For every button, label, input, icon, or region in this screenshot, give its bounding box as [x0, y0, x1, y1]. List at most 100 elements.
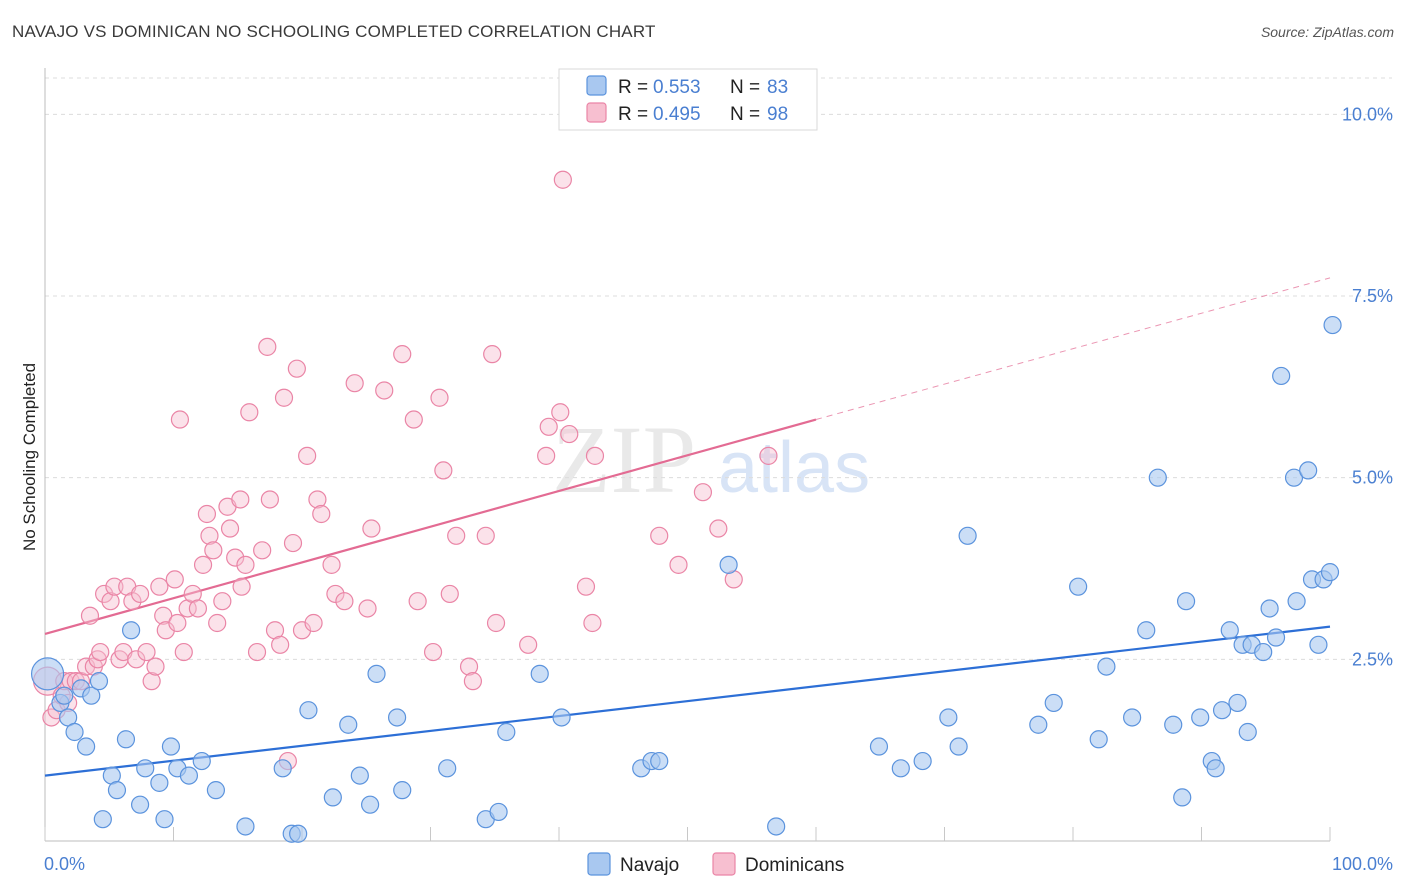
- dominicans-point: [519, 635, 538, 654]
- navajo-point: [65, 722, 84, 742]
- navajo-point: [155, 810, 174, 829]
- dominicans-point: [308, 490, 327, 509]
- navajo-point: [1309, 635, 1328, 654]
- dominicans-point: [226, 548, 245, 567]
- dominicans-point: [312, 504, 331, 524]
- navajo-point: [1272, 366, 1291, 386]
- navajo-point: [1284, 468, 1304, 487]
- navajo-point: [913, 751, 932, 771]
- navajo-point: [1044, 693, 1063, 713]
- bottom-legend: Navajo Dominicans: [587, 852, 844, 876]
- navajo-point: [150, 773, 169, 792]
- navajo-point: [1029, 715, 1048, 734]
- dominicans-point: [101, 592, 120, 611]
- legend-n-label-dominicans: N =: [730, 104, 760, 125]
- navajo-point: [77, 737, 96, 756]
- dominicans-point: [247, 642, 267, 662]
- y-axis-label: No Schooling Completed: [20, 363, 39, 551]
- dominicans-point: [375, 381, 394, 400]
- navajo-point: [387, 708, 407, 727]
- navajo-point: [1266, 628, 1286, 647]
- navajo-point: [650, 751, 669, 771]
- navajo-point: [299, 701, 318, 720]
- legend-r-label-navajo: R =: [618, 77, 648, 98]
- dominicans-point: [193, 555, 213, 574]
- dominicans-point: [585, 446, 605, 465]
- dominicans-point: [142, 672, 161, 691]
- navajo-point: [236, 817, 255, 836]
- navajo-point: [89, 672, 109, 691]
- navajo-point: [949, 737, 968, 756]
- navajo-point: [30, 657, 65, 691]
- navajo-point: [1220, 621, 1239, 640]
- dominicans-point: [669, 555, 688, 574]
- dominicans-point: [197, 504, 217, 524]
- dominicans-point: [253, 541, 272, 560]
- dominicans-point: [298, 446, 317, 465]
- trend-line-dominicans-extension: [815, 277, 1331, 421]
- trend-line-dominicans: [44, 418, 817, 635]
- navajo-point: [1176, 592, 1196, 611]
- dominicans-point: [137, 642, 156, 662]
- dominicans-point: [204, 541, 223, 560]
- dominicans-point: [95, 584, 114, 604]
- dominicans-point: [240, 403, 259, 422]
- dominicans-point: [170, 410, 190, 429]
- dominicans-point: [483, 345, 502, 364]
- dominicans-point: [283, 533, 303, 553]
- dominicans-point: [232, 577, 251, 596]
- chart-title: NAVAJO VS DOMINICAN NO SCHOOLING COMPLET…: [12, 22, 656, 41]
- dominicans-point: [440, 584, 459, 604]
- navajo-point: [1089, 730, 1108, 749]
- y-tick-label-2: 7.5%: [1352, 286, 1393, 306]
- navajo-point: [289, 824, 308, 843]
- navajo-point: [206, 781, 226, 800]
- navajo-point: [958, 526, 977, 545]
- dominicans-point: [188, 599, 208, 618]
- dominicans-point: [459, 657, 479, 676]
- bottom-legend-swatch-dominicans: [712, 852, 736, 876]
- trend-line-navajo: [44, 625, 1331, 777]
- series-navajo: [30, 315, 1342, 843]
- navajo-point: [161, 737, 181, 756]
- navajo-point: [1069, 577, 1088, 596]
- dominicans-point: [236, 555, 255, 574]
- dominicans-point: [220, 519, 240, 538]
- navajo-point: [130, 795, 150, 814]
- dominicans-point: [165, 570, 184, 589]
- navajo-point: [719, 555, 738, 574]
- navajo-point: [489, 802, 508, 822]
- navajo-point: [530, 664, 549, 683]
- legend-r-label-dominicans: R =: [618, 104, 648, 125]
- dominicans-point: [130, 584, 150, 604]
- legend: R = 0.553 N = 83 R = 0.495 N = 98: [558, 68, 818, 131]
- dominicans-point: [693, 483, 713, 502]
- dominicans-point: [539, 417, 558, 436]
- legend-n-label-navajo: N =: [730, 77, 760, 98]
- dominicans-point: [154, 606, 173, 625]
- navajo-point: [1320, 563, 1340, 582]
- navajo-point: [767, 817, 786, 836]
- navajo-point: [552, 708, 571, 727]
- dominicans-point: [156, 621, 175, 640]
- dominicans-point: [77, 657, 96, 676]
- dominicans-point: [486, 613, 506, 633]
- dominicans-point: [105, 577, 124, 596]
- navajo-point: [107, 781, 127, 800]
- dominicans-point: [404, 410, 423, 429]
- navajo-point: [116, 730, 136, 749]
- dominicans-point: [322, 555, 341, 574]
- dominicans-point: [91, 642, 110, 662]
- dominicans-point: [447, 526, 466, 545]
- dominicans-point: [287, 359, 306, 378]
- navajo-point: [1191, 708, 1210, 727]
- navajo-point: [55, 686, 74, 705]
- dominicans-point: [553, 170, 572, 189]
- dominicans-point: [88, 650, 107, 669]
- bottom-legend-swatch-navajo: [587, 852, 611, 876]
- bottom-legend-label-navajo: Navajo: [620, 855, 679, 876]
- dominicans-point: [358, 599, 377, 618]
- navajo-point: [121, 621, 141, 640]
- dominicans-point: [168, 613, 187, 633]
